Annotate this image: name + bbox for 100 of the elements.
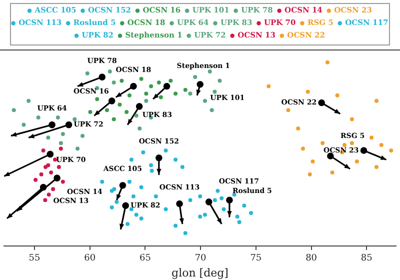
point: [296, 126, 300, 130]
point: [88, 110, 92, 114]
x-tick-label: 65: [139, 254, 152, 264]
point: [183, 88, 188, 92]
point: [208, 70, 212, 74]
point: [188, 92, 192, 96]
point: [183, 231, 188, 236]
point: [139, 76, 144, 81]
point: [202, 98, 207, 103]
point: [129, 158, 134, 162]
point: [108, 70, 112, 74]
point: [56, 165, 61, 170]
x-axis-title: glon [deg]: [172, 266, 228, 280]
point: [350, 141, 354, 146]
point: [237, 220, 242, 224]
point: [354, 160, 359, 164]
x-tick-label: 80: [306, 254, 318, 264]
point: [342, 142, 347, 147]
point: [330, 170, 334, 175]
point: [58, 146, 63, 151]
point: [210, 108, 214, 112]
point: [308, 172, 312, 176]
point: [154, 194, 158, 198]
point: [12, 108, 16, 112]
point: [49, 170, 54, 175]
point: [141, 150, 146, 154]
point: [198, 194, 202, 198]
point: [22, 122, 26, 127]
point: [144, 92, 148, 96]
point: [164, 207, 168, 212]
point: [104, 108, 109, 112]
point: [158, 95, 163, 100]
point: [124, 110, 129, 114]
x-tick-label: 55: [28, 254, 40, 264]
point: [51, 187, 56, 192]
point: [36, 115, 40, 120]
point: [58, 141, 63, 146]
point: [46, 192, 51, 197]
point: [138, 126, 142, 130]
point: [100, 180, 104, 184]
point: [220, 196, 224, 200]
point: [193, 75, 198, 80]
point: [118, 102, 122, 107]
point: [218, 78, 222, 83]
point: [60, 180, 65, 184]
point: [120, 78, 124, 83]
point: [112, 187, 116, 192]
point: [150, 168, 154, 173]
point: [131, 194, 136, 198]
point: [174, 158, 178, 162]
point: [76, 146, 80, 151]
x-tick-label: 75: [250, 254, 262, 264]
point: [126, 222, 130, 226]
point: [306, 90, 310, 94]
point: [149, 163, 154, 168]
point: [26, 98, 31, 103]
point: [202, 212, 207, 217]
point: [72, 117, 77, 122]
x-tick-label: 60: [84, 254, 96, 264]
point: [112, 117, 116, 122]
point: [149, 84, 154, 88]
point: [174, 92, 178, 96]
point: [235, 214, 240, 219]
x-tick-label: 85: [360, 254, 373, 264]
point: [139, 216, 144, 220]
point: [43, 198, 48, 202]
point: [39, 172, 44, 176]
point: [134, 114, 138, 118]
point: [370, 136, 374, 140]
point: [310, 160, 315, 164]
point: [212, 90, 217, 94]
point: [350, 117, 354, 122]
point: [212, 198, 217, 202]
x-tick-label: 70: [194, 254, 207, 264]
point: [144, 98, 148, 103]
point: [139, 185, 144, 190]
point: [110, 205, 114, 210]
point: [198, 214, 202, 219]
point: [374, 98, 379, 103]
point: [266, 84, 271, 88]
point: [174, 224, 178, 228]
point: [80, 134, 85, 138]
point: [374, 165, 379, 170]
point: [134, 212, 138, 217]
point: [156, 80, 161, 85]
point: [188, 198, 192, 202]
point: [180, 165, 184, 170]
point: [325, 60, 330, 64]
point: [127, 180, 132, 184]
point: [335, 93, 340, 98]
point: [168, 78, 173, 83]
point: [34, 178, 38, 182]
point: [320, 141, 325, 146]
point: [222, 207, 226, 212]
point: [127, 93, 132, 98]
point: [216, 188, 220, 193]
point: [379, 142, 384, 147]
point: [85, 71, 90, 76]
point: [60, 132, 65, 136]
point: [112, 80, 116, 85]
